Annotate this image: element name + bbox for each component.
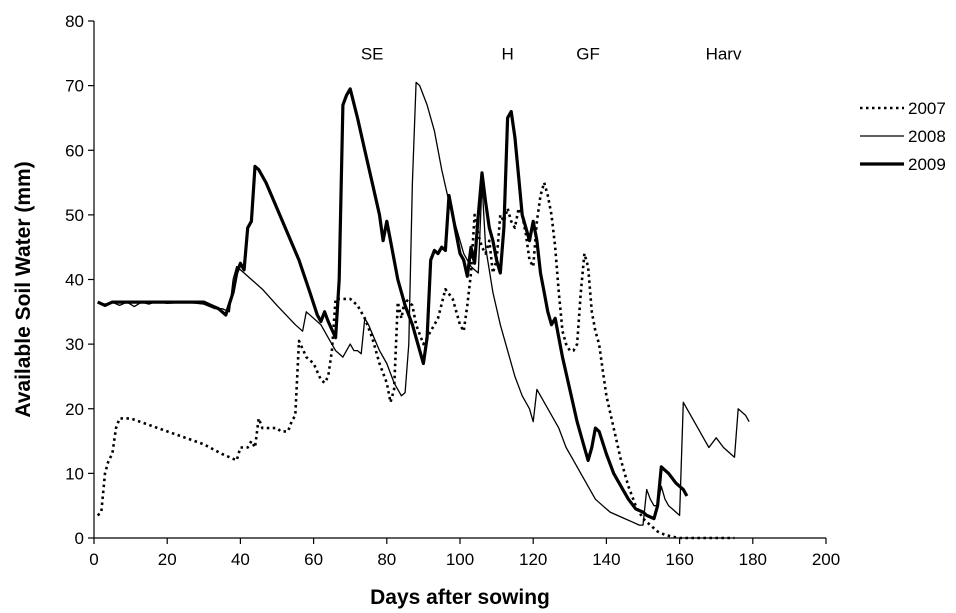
x-tick-label: 160 bbox=[665, 550, 693, 569]
y-tick-label: 40 bbox=[65, 271, 84, 290]
y-tick-label: 10 bbox=[65, 464, 84, 483]
y-axis-ticks: 0 10 20 30 40 50 60 70 80 bbox=[65, 12, 94, 548]
y-axis-title: Available Soil Water (mm) bbox=[12, 161, 35, 417]
series-line-2008 bbox=[97, 81, 750, 526]
y-tick-label: 30 bbox=[65, 335, 84, 354]
x-tick-label: 100 bbox=[446, 550, 474, 569]
legend-label-2007: 2007 bbox=[908, 99, 946, 118]
legend-label-2008: 2008 bbox=[908, 127, 946, 146]
x-tick-label: 60 bbox=[304, 550, 323, 569]
x-tick-label: 140 bbox=[592, 550, 620, 569]
x-tick-label: 200 bbox=[812, 550, 840, 569]
x-tick-label: 20 bbox=[158, 550, 177, 569]
x-tick-label: 180 bbox=[739, 550, 767, 569]
x-tick-label: 40 bbox=[231, 550, 250, 569]
y-tick-label: 80 bbox=[65, 12, 84, 31]
annotation-gf: GF bbox=[576, 44, 600, 63]
y-tick-label: 70 bbox=[65, 77, 84, 96]
x-tick-label: 120 bbox=[519, 550, 547, 569]
y-tick-label: 0 bbox=[75, 529, 84, 548]
y-tick-label: 60 bbox=[65, 141, 84, 160]
legend-label-2009: 2009 bbox=[908, 155, 946, 174]
y-tick-label: 20 bbox=[65, 400, 84, 419]
stage-annotations: SE H GF Harv bbox=[361, 44, 742, 63]
plot-area: 0 10 20 30 40 50 60 70 80 0 20 40 60 80 100 120 140 160 1… bbox=[65, 12, 840, 569]
series-line-2009 bbox=[97, 87, 689, 521]
legend: 2007 2008 2009 bbox=[860, 99, 946, 174]
x-tick-label: 0 bbox=[89, 550, 98, 569]
annotation-se: SE bbox=[361, 44, 384, 63]
y-tick-label: 50 bbox=[65, 206, 84, 225]
annotation-harv: Harv bbox=[706, 44, 742, 63]
series-lines bbox=[96, 81, 750, 540]
x-tick-label: 80 bbox=[377, 550, 396, 569]
x-axis-ticks: 0 20 40 60 80 100 120 140 160 180 200 bbox=[89, 538, 840, 569]
x-axis-title: Days after sowing bbox=[370, 586, 550, 609]
annotation-h: H bbox=[501, 44, 513, 63]
series-line-2007 bbox=[96, 181, 735, 540]
